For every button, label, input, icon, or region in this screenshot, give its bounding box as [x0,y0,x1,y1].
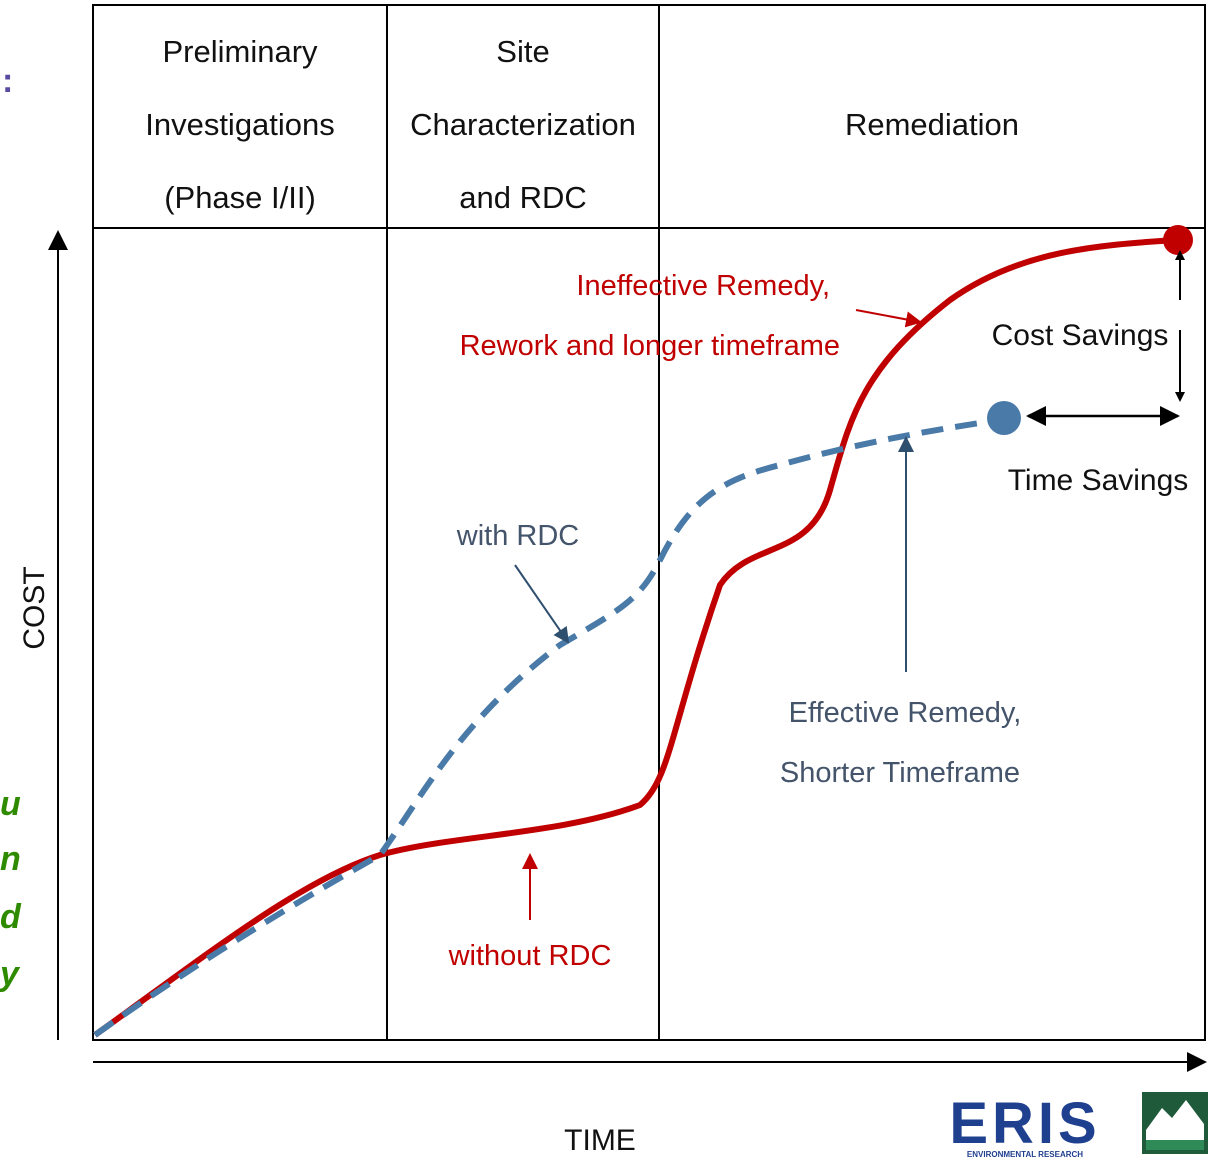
end-point [1163,225,1193,255]
x-axis-label: TIME [564,1124,636,1157]
phase-label: and RDC [459,180,587,215]
cutoff-text: : [2,62,13,100]
phase-label: (Phase I/II) [164,180,316,215]
annotation-arrow [514,564,570,644]
annotation: Time Savings [1008,464,1189,497]
annotation: Effective Remedy, [789,697,1022,729]
phase-label: Site [496,34,549,69]
phase-label: Investigations [145,107,335,142]
logo-icon [1142,1092,1208,1154]
annotation-arrow [855,309,922,328]
phase-label: Remediation [845,107,1019,142]
cutoff-text: y [0,955,21,993]
phase-label: Characterization [410,107,636,142]
annotation: with RDC [456,520,579,552]
logo-subtitle: ENVIRONMENTAL RESEARCH [967,1150,1083,1159]
without-rdc-curve [93,237,1176,1038]
frame [92,4,1206,1041]
annotation: Ineffective Remedy, [576,270,830,302]
phase-label: Preliminary [162,34,318,69]
annotation: Cost Savings [992,319,1169,352]
annotation: Rework and longer timeframe [460,330,840,362]
y-axis-label: COST [18,566,51,649]
with-rdc-curve [93,417,1001,1038]
cutoff-text: u [0,785,21,823]
cutoff-text: n [0,840,21,878]
cutoff-text: d [0,898,22,936]
annotation: Shorter Timeframe [780,757,1020,789]
end-point [987,401,1021,435]
annotation: without RDC [448,940,612,972]
logo-text: ERIS [949,1091,1100,1156]
